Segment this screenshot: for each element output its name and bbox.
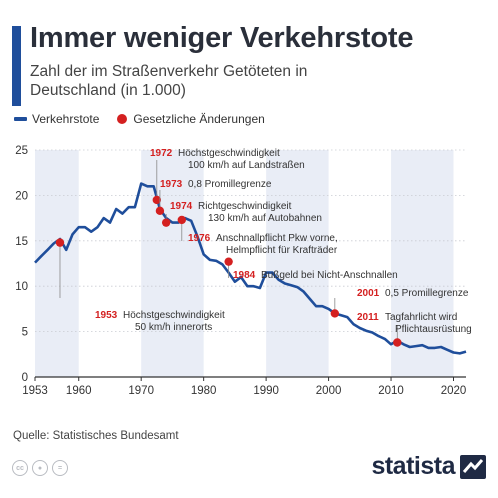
annotation-marker bbox=[330, 309, 340, 318]
title-accent-bar bbox=[12, 26, 21, 106]
decade-band bbox=[35, 150, 79, 377]
decade-band bbox=[391, 150, 454, 377]
annotation-text: Anschnallpflicht Pkw vorne, bbox=[216, 233, 338, 244]
annotation-text: Tagfahrlicht wird bbox=[385, 312, 457, 323]
annotation-text: 50 km/h innerorts bbox=[135, 322, 212, 333]
annotation-marker bbox=[155, 206, 165, 216]
page-title: Immer weniger Verkehrstote bbox=[30, 22, 414, 54]
annotation-text: Höchstgeschwindigkeit bbox=[123, 310, 225, 321]
y-tick-label: 5 bbox=[22, 327, 28, 339]
y-tick-label: 20 bbox=[15, 190, 28, 202]
annotation-marker bbox=[393, 338, 402, 347]
x-tick-label: 1980 bbox=[191, 385, 217, 397]
annotation-text: Höchstgeschwindigkeit bbox=[178, 148, 280, 159]
page-subtitle: Zahl der im Straßenverkehr Getöteten in … bbox=[30, 63, 308, 99]
annotation-text: 130 km/h auf Autobahnen bbox=[208, 213, 322, 224]
annotation-text: Richtgeschwindigkeit bbox=[198, 201, 292, 212]
license-icons: cc ● = bbox=[12, 460, 68, 476]
annotation-marker bbox=[55, 238, 65, 247]
annotation-year: 1976 bbox=[188, 233, 211, 244]
nd-icon: = bbox=[52, 460, 68, 476]
statista-logo: statista bbox=[371, 452, 486, 481]
decade-band bbox=[141, 150, 204, 377]
legend-marker-swatch bbox=[117, 114, 128, 124]
decade-band bbox=[266, 150, 329, 377]
annotation-marker bbox=[177, 215, 186, 225]
x-tick-label: 2000 bbox=[316, 385, 342, 397]
annotation-marker bbox=[152, 195, 162, 205]
x-tick-label: 1960 bbox=[66, 385, 92, 397]
x-tick-label: 1953 bbox=[22, 385, 48, 397]
annotation-text: 100 km/h auf Landstraßen bbox=[188, 160, 305, 171]
cc-icon: cc bbox=[12, 460, 28, 476]
x-tick-label: 1990 bbox=[253, 385, 279, 397]
annotation-year: 2011 bbox=[357, 312, 379, 323]
x-tick-label: 1970 bbox=[128, 385, 154, 397]
source-note: Quelle: Statistisches Bundesamt bbox=[13, 430, 179, 442]
annotation-year: 1984 bbox=[233, 270, 256, 281]
y-tick-label: 10 bbox=[15, 281, 28, 293]
annotation-year: 2001 bbox=[357, 288, 380, 299]
annotation-text: 0,5 Promillegrenze bbox=[385, 288, 469, 299]
annotation-year: 1974 bbox=[170, 201, 193, 212]
line-chart: 0 5 10 15 20 25 1953 1960 1970 1980 1990 2000 2010 20… bbox=[15, 145, 472, 397]
legend-marker-label: Gesetzliche Änderungen bbox=[133, 112, 265, 126]
annotation-text: 0,8 Promillegrenze bbox=[188, 179, 272, 190]
annotation-year: 1972 bbox=[150, 148, 173, 159]
annotation-text: Pflichtausrüstung bbox=[395, 324, 472, 335]
legend-line-label: Verkehrstote bbox=[32, 112, 100, 126]
annotation-marker bbox=[224, 257, 233, 266]
x-tick-label: 2020 bbox=[441, 385, 467, 397]
by-icon: ● bbox=[32, 460, 48, 476]
annotation-year: 1973 bbox=[160, 179, 183, 190]
x-tick-label: 2010 bbox=[378, 385, 404, 397]
legend-line-swatch bbox=[14, 117, 27, 121]
statista-mark-icon bbox=[460, 454, 486, 479]
annotation-marker bbox=[161, 218, 171, 227]
y-tick-label: 0 bbox=[22, 372, 28, 384]
annotation-year: 1953 bbox=[95, 310, 118, 321]
annotation-text: Helmpflicht für Krafträder bbox=[226, 245, 338, 256]
y-tick-label: 25 bbox=[15, 145, 28, 157]
annotation-text: Bußgeld bei Nicht-Anschnallen bbox=[261, 270, 398, 281]
brand-wordmark: statista bbox=[371, 452, 455, 480]
chart-legend: Verkehrstote Gesetzliche Änderungen bbox=[14, 112, 265, 126]
y-tick-label: 15 bbox=[15, 236, 28, 248]
